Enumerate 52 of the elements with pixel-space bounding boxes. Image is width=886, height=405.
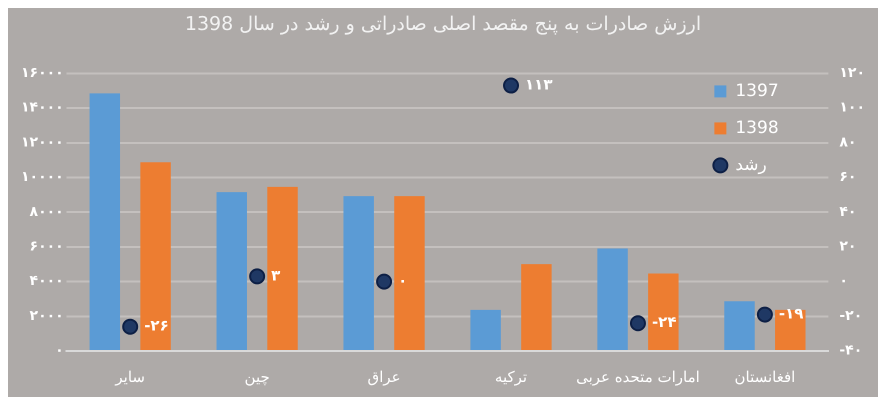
bar — [343, 196, 374, 350]
data-label: ۱۱۳ — [525, 75, 552, 94]
y2-tick-label: -۲۰ — [839, 308, 862, 324]
chart-title: ارزش صادرات به پنج مقصد اصلی صادراتی و رشد در سال 1398 — [184, 12, 702, 37]
y2-tick-label: ۲۰ — [839, 238, 856, 255]
y-tick-label: ۸۰۰۰ — [30, 204, 64, 220]
x-tick-label: ترکیه — [494, 368, 528, 386]
x-tick-label: افغانستان — [734, 368, 796, 386]
data-label: -۱۹ — [778, 304, 804, 322]
y-tick-label: ۰ — [55, 342, 64, 359]
point — [122, 318, 138, 335]
x-tick-label: عراق — [368, 368, 401, 386]
bar — [267, 186, 298, 350]
data-label: -۲۴ — [652, 313, 676, 332]
bar — [724, 301, 755, 350]
y-tick-label: ۱۴۰۰۰ — [20, 100, 64, 116]
bar — [90, 93, 120, 350]
y2-tick-label: ۶۰ — [839, 169, 856, 186]
y-tick-label: ۴۰۰۰ — [30, 273, 64, 290]
point — [376, 274, 392, 290]
y2-tick-label: -۴۰ — [839, 342, 862, 359]
x-tick-label: سایر — [114, 368, 145, 386]
x-tick-label: امارات متحده عربی — [576, 368, 700, 386]
bar — [597, 248, 628, 350]
x-tick-label: چین — [244, 368, 270, 386]
bar — [140, 162, 171, 350]
data-label: ۰ — [398, 271, 408, 290]
data-label: -۲۶ — [144, 316, 169, 335]
bar — [470, 310, 501, 350]
point — [503, 78, 520, 94]
bar — [216, 192, 247, 350]
y-tick-label: ۱۶۰۰۰ — [20, 65, 64, 82]
bar — [648, 273, 679, 350]
y-tick-label: ۶۰۰۰ — [30, 238, 64, 255]
bar — [521, 264, 552, 350]
y-tick-label: ۱۰۰۰۰ — [20, 169, 64, 186]
legend-label: 1397 — [735, 80, 779, 101]
legend-label: 1398 — [735, 118, 779, 138]
data-label: ۳ — [271, 266, 280, 284]
point — [756, 306, 773, 323]
y2-tick-label: ۱۰۰ — [839, 100, 866, 116]
y-tick-label: ۲۰۰۰ — [30, 308, 64, 324]
bar — [775, 310, 806, 350]
y-tick-label: ۱۲۰۰۰ — [20, 134, 64, 150]
y2-tick-label: ۱۲۰ — [839, 65, 866, 82]
point — [630, 315, 646, 332]
y2-tick-label: ۸۰ — [839, 134, 856, 150]
legend-label: رشد — [735, 154, 767, 175]
y2-tick-label: ۴۰ — [839, 204, 856, 220]
point — [249, 268, 266, 284]
bar — [394, 196, 425, 350]
y2-tick-label: ۰ — [839, 273, 848, 290]
